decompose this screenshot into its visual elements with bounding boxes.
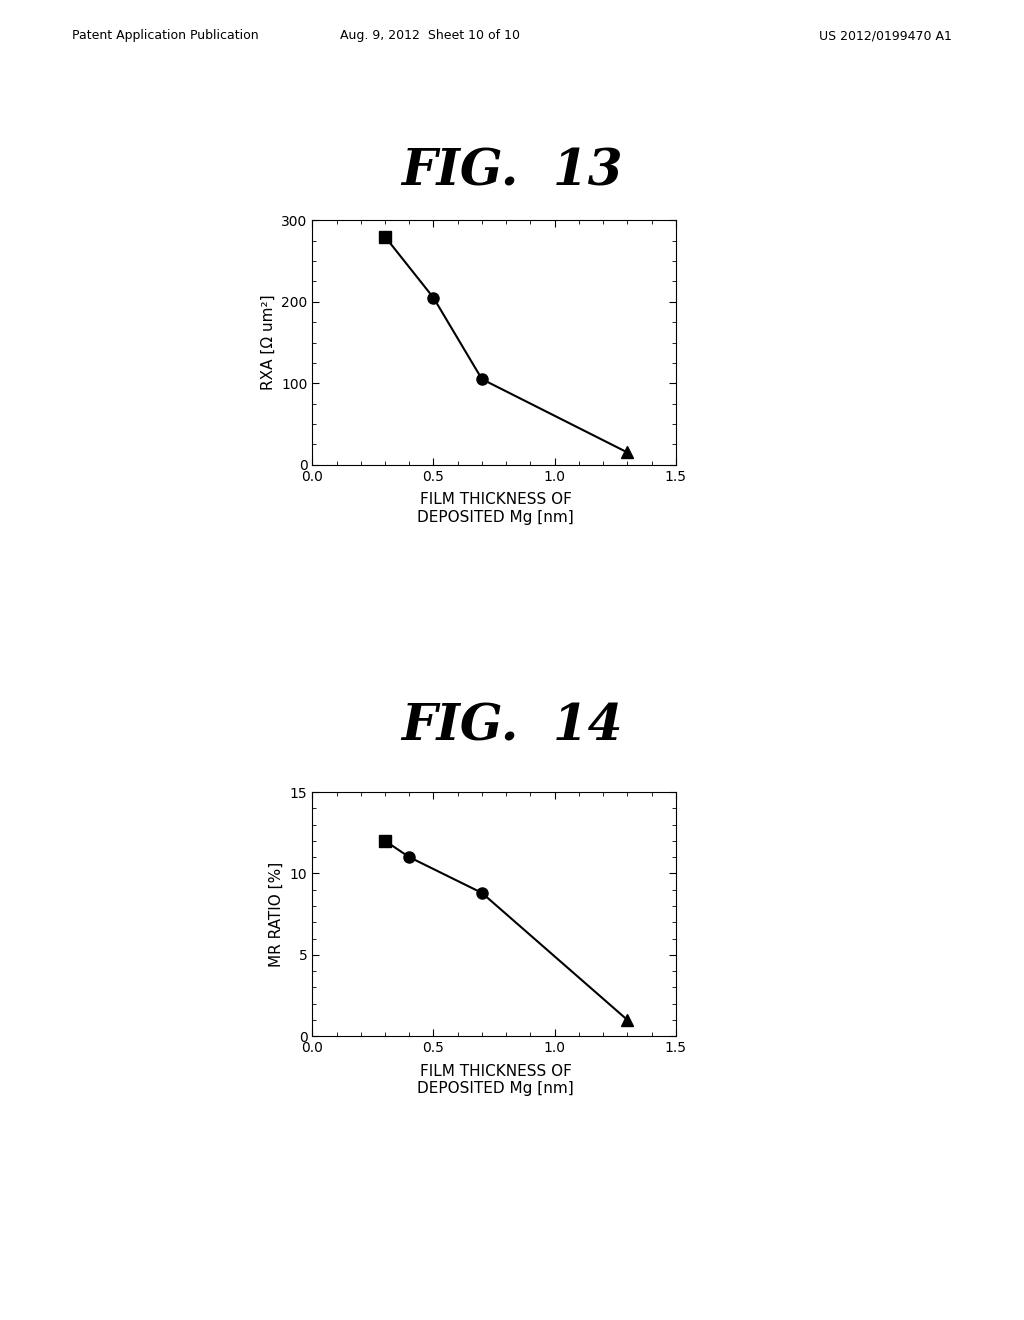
Text: US 2012/0199470 A1: US 2012/0199470 A1 <box>819 29 952 42</box>
Text: Aug. 9, 2012  Sheet 10 of 10: Aug. 9, 2012 Sheet 10 of 10 <box>340 29 520 42</box>
Text: Patent Application Publication: Patent Application Publication <box>72 29 258 42</box>
Text: FIG.  13: FIG. 13 <box>401 148 623 197</box>
Text: FIG.  14: FIG. 14 <box>401 702 623 751</box>
Y-axis label: RXA [Ω um²]: RXA [Ω um²] <box>260 294 275 391</box>
Text: FILM THICKNESS OF
DEPOSITED Mg [nm]: FILM THICKNESS OF DEPOSITED Mg [nm] <box>417 1064 574 1097</box>
Text: FILM THICKNESS OF
DEPOSITED Mg [nm]: FILM THICKNESS OF DEPOSITED Mg [nm] <box>417 492 574 525</box>
Y-axis label: MR RATIO [%]: MR RATIO [%] <box>269 862 285 966</box>
